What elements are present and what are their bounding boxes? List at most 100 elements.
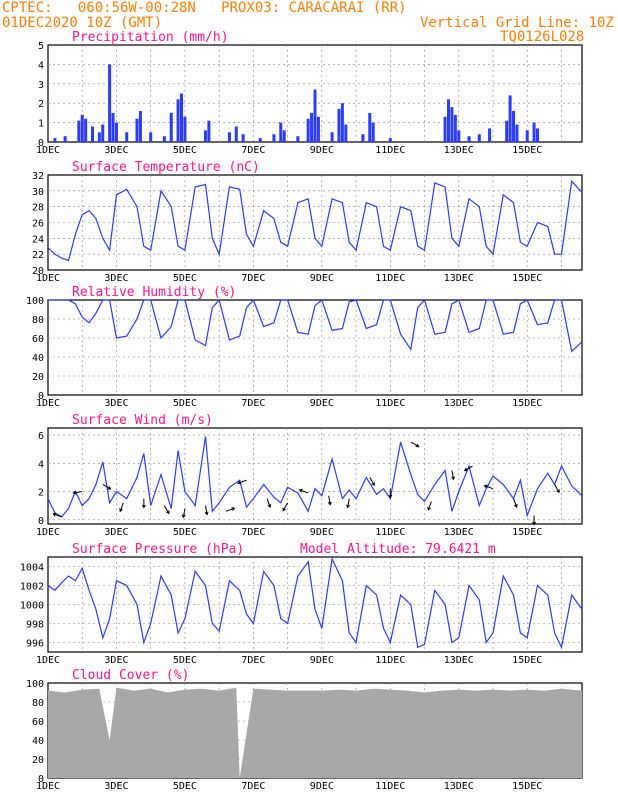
panel-title: Surface Pressure (hPa) [72, 542, 244, 557]
wind-arrow [282, 502, 289, 511]
x-tick-label: 13DEC [444, 273, 474, 284]
y-tick-label: 100 [26, 296, 44, 307]
wind-arrow-head [231, 507, 236, 511]
precip-bar [316, 116, 320, 142]
precip-bar [241, 134, 245, 142]
wind-arrow [513, 498, 518, 508]
precip-bar [111, 112, 115, 142]
precip-bar [84, 118, 88, 142]
wind-arrow [347, 498, 350, 508]
wind-arrow [266, 498, 271, 508]
y-tick-label: 20 [32, 755, 44, 766]
wind-arrow-head [298, 488, 303, 493]
wind-arrow [73, 491, 83, 494]
series-line [47, 436, 583, 518]
precip-bar [512, 110, 516, 142]
x-tick-label: 13DEC [444, 398, 474, 409]
precip-bar [371, 122, 375, 142]
precip-bar [388, 138, 392, 142]
y-tick-label: 30 [32, 187, 44, 198]
y-tick-label: 0 [38, 516, 44, 527]
panel-title: Cloud Cover (%) [72, 668, 189, 683]
y-tick-label: 40 [32, 353, 44, 364]
wind-arrow-head [181, 514, 186, 519]
header-run-id: TQ0126L028 [500, 29, 585, 45]
panel-frame [47, 299, 583, 396]
x-tick-label: 15DEC [512, 655, 542, 666]
precip-bar [138, 110, 142, 142]
wind-arrow [484, 485, 494, 490]
x-tick-label: 1DEC [36, 655, 60, 666]
x-tick-label: 3DEC [104, 273, 128, 284]
x-tick-label: 7DEC [241, 145, 265, 156]
precip-bar [135, 118, 139, 142]
precip-bar [180, 93, 183, 142]
wind-arrow [369, 477, 375, 486]
wind-arrow-head [237, 480, 242, 485]
wind-arrow-head [463, 467, 468, 472]
x-tick-label: 7DEC [241, 398, 265, 409]
header-date: 01DEC2020 10Z (GMT) [2, 15, 163, 31]
precip-bar [77, 120, 81, 142]
precip-bar [108, 64, 112, 142]
wind-arrow-head [346, 504, 351, 509]
x-tick-label: 9DEC [310, 398, 334, 409]
y-tick-label: 100 [26, 679, 44, 690]
x-tick-label: 11DEC [375, 398, 405, 409]
precip-bar [310, 112, 314, 142]
x-tick-label: 15DEC [512, 781, 542, 792]
x-tick-label: 7DEC [241, 781, 265, 792]
x-tick-label: 5DEC [173, 273, 197, 284]
y-tick-label: 32 [32, 171, 44, 182]
precip-bar [272, 134, 276, 142]
precip-bar [282, 130, 286, 142]
wind-arrow-head [371, 482, 375, 487]
precip-bar [63, 136, 67, 142]
y-tick-label: 20 [32, 266, 44, 277]
y-tick-label: 996 [26, 639, 44, 650]
x-tick-label: 11DEC [375, 273, 405, 284]
panel-title: Surface Temperature (nC) [72, 160, 260, 175]
x-tick-label: 13DEC [444, 145, 474, 156]
precip-bar [505, 120, 509, 142]
wind-arrow [451, 470, 454, 480]
x-tick-label: 7DEC [241, 527, 265, 538]
precip-bar [337, 109, 341, 142]
y-tick-label: 22 [32, 250, 44, 261]
precip-bar [525, 130, 529, 142]
precip-bar [53, 138, 57, 142]
y-tick-label: 4 [38, 459, 44, 470]
precip-bar [207, 120, 211, 142]
x-tick-label: 1DEC [36, 145, 60, 156]
x-tick-label: 5DEC [173, 527, 197, 538]
panel-annotation: Model Altitude: 79.6421 m [300, 542, 496, 557]
wind-arrow [225, 507, 235, 512]
y-tick-label: 28 [32, 203, 44, 214]
x-tick-label: 3DEC [104, 655, 128, 666]
x-tick-label: 13DEC [444, 527, 474, 538]
wind-arrow-head [166, 510, 170, 515]
precip-bar [361, 134, 365, 142]
x-tick-label: 9DEC [310, 273, 334, 284]
y-tick-label: 80 [32, 698, 44, 709]
wind-arrow [328, 495, 331, 505]
y-tick-label: 1002 [20, 582, 44, 593]
wind-arrow [163, 505, 170, 514]
precip-bar [532, 122, 536, 142]
x-tick-label: 13DEC [444, 655, 474, 666]
y-tick-label: 0 [38, 138, 44, 149]
y-tick-label: 0 [38, 774, 44, 785]
x-tick-label: 9DEC [310, 145, 334, 156]
y-tick-label: 20 [32, 372, 44, 383]
x-tick-label: 5DEC [173, 655, 197, 666]
x-tick-label: 3DEC [104, 145, 128, 156]
wind-arrow [464, 465, 473, 472]
wind-arrow [299, 489, 309, 494]
wind-arrow [182, 508, 186, 518]
x-tick-label: 1DEC [36, 273, 60, 284]
wind-arrow-head [141, 504, 146, 509]
x-tick-label: 9DEC [310, 527, 334, 538]
wind-arrow-head [107, 486, 112, 490]
wind-arrow-head [427, 506, 431, 511]
precip-bar [313, 89, 317, 142]
